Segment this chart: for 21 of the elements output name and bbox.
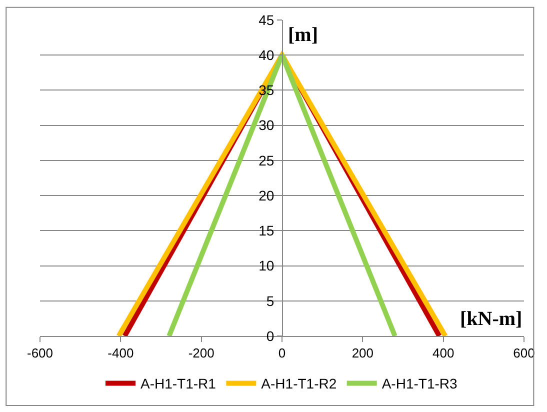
x-tick-label: -600 xyxy=(26,346,54,361)
y-tick-label: 0 xyxy=(266,328,274,344)
legend-label: A-H1-T1-R2 xyxy=(261,376,337,392)
x-tick-label: 600 xyxy=(513,346,535,361)
y-tick-label: 15 xyxy=(258,222,274,239)
legend-label: A-H1-T1-R1 xyxy=(140,376,216,392)
legend-label: A-H1-T1-R3 xyxy=(382,376,458,392)
y-tick-label: 25 xyxy=(258,152,274,168)
x-tick-label: -400 xyxy=(108,346,134,361)
x-axis-title: [kN-m] xyxy=(460,308,522,330)
y-axis-title: [m] xyxy=(288,24,318,46)
y-tick-label: 30 xyxy=(258,117,274,134)
x-tick-label: 400 xyxy=(432,346,454,361)
y-tick-label: 45 xyxy=(258,12,274,28)
y-tick-label: 20 xyxy=(258,187,274,204)
y-tick-label: 10 xyxy=(258,258,274,274)
x-tick-label: 200 xyxy=(352,346,374,361)
x-tick-label: -200 xyxy=(188,346,214,361)
y-tick-label: 5 xyxy=(266,292,274,309)
x-tick-label: 0 xyxy=(278,346,286,361)
y-tick-label: 40 xyxy=(258,47,274,64)
